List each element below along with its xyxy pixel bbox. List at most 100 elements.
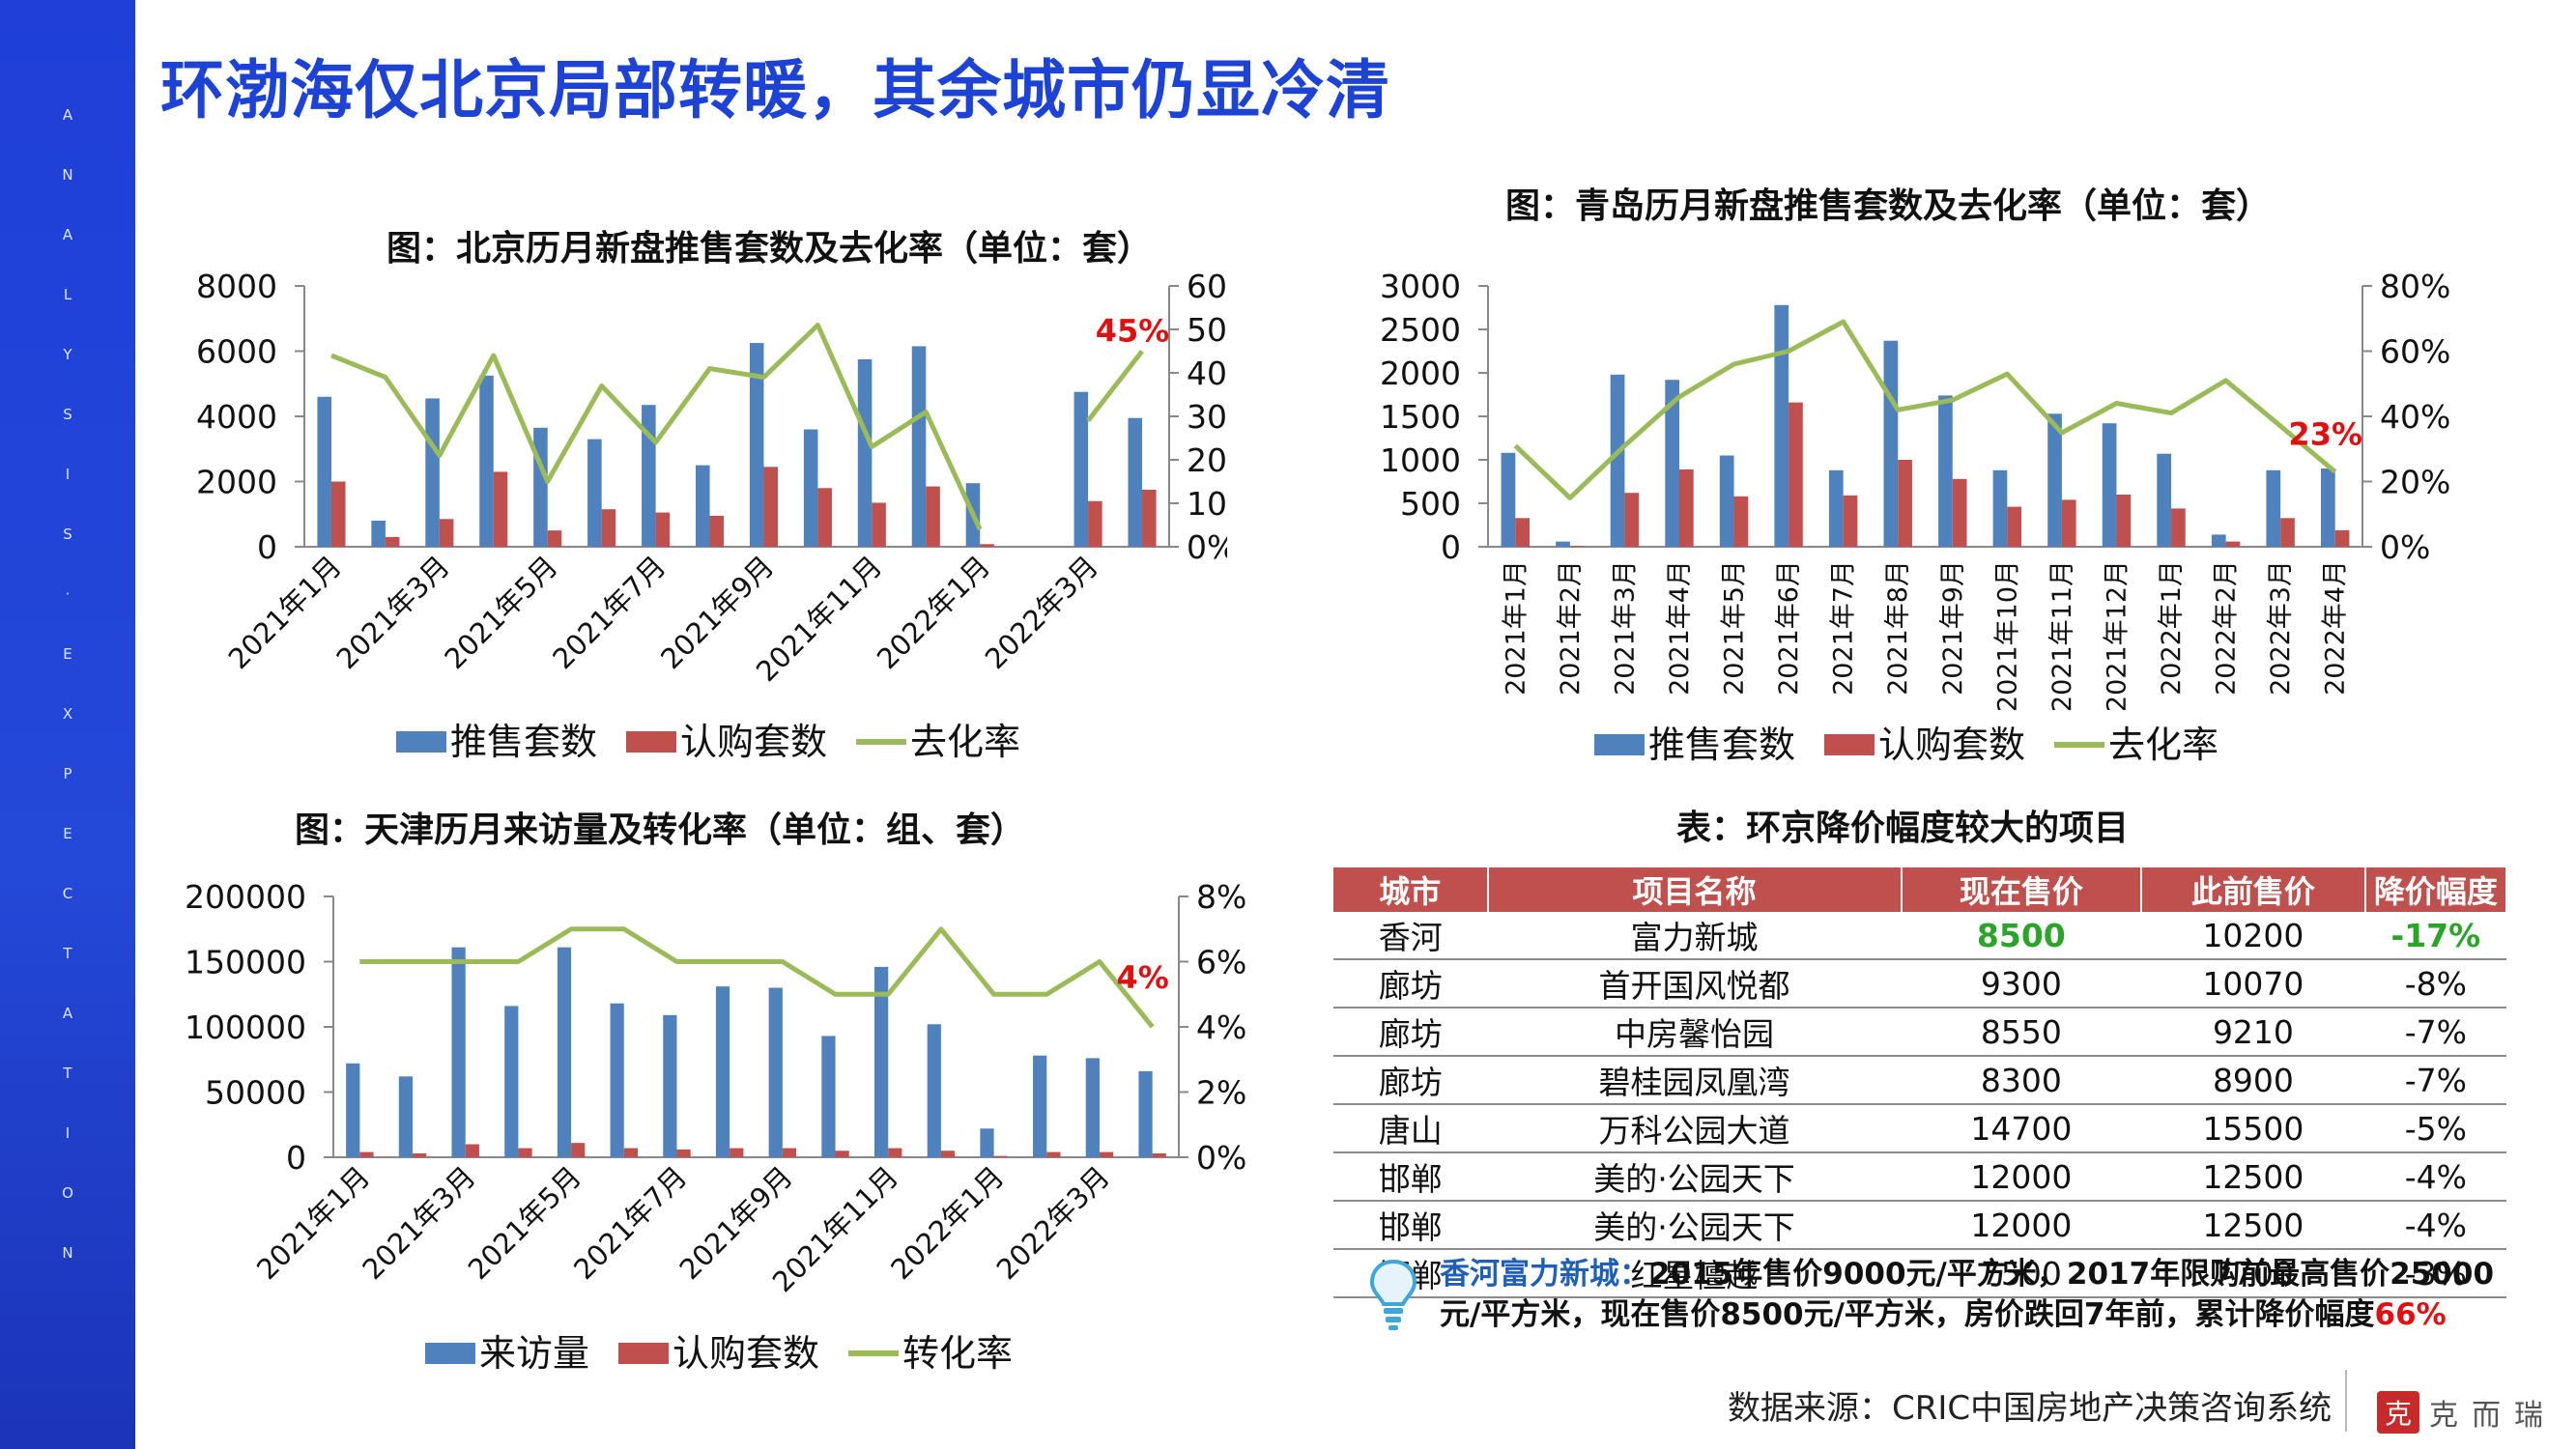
bar-认购套数 — [709, 515, 725, 547]
bar-认购套数 — [676, 1149, 691, 1157]
bar-推售套数 — [2321, 469, 2335, 547]
legend-swatch — [618, 1343, 669, 1364]
x-tick-label: 2021年11月 — [2047, 560, 2077, 712]
x-tick-label: 2021年7月 — [546, 550, 672, 675]
legend-label: 去化率 — [910, 721, 1020, 763]
left-tick-label: 0 — [257, 528, 277, 566]
right-tick-label: 10% — [1187, 485, 1227, 523]
x-tick-label: 2021年12月 — [2102, 560, 2132, 712]
beijing-chart: 0 2000 4000 6000 8000 0% 10% 20% 30% 40% 50% 60% 45%… — [196, 268, 1227, 763]
x-tick-label: 2022年1月 — [2157, 560, 2187, 696]
note-label: 香河富力新城： — [1440, 1257, 1649, 1292]
lightbulb-icon — [1369, 1259, 1417, 1330]
legend-swatch — [396, 731, 446, 753]
left-tick-label: 1000 — [1380, 441, 1461, 479]
x-tick-label: 2021年8月 — [1883, 560, 1913, 696]
left-tick-label: 2000 — [196, 464, 277, 501]
side-letter: Y — [63, 346, 72, 363]
cell-before: 10070 — [2141, 959, 2365, 1009]
cell-name: 红星檀越 — [1487, 1249, 1902, 1298]
qingdao-chart-title: 图：青岛历月新盘推售套数及去化率（单位：套） — [1505, 186, 2272, 226]
bar-认购套数 — [1952, 478, 1967, 547]
x-tick-label: 2021年3月 — [1610, 560, 1640, 696]
qingdao-chart: 0 500 1000 1500 2000 2500 3000 0% 20% 40% 60% 80% 23… — [1380, 268, 2450, 766]
bar-认购套数 — [655, 512, 671, 547]
x-tick-label: 2022年3月 — [990, 1160, 1116, 1286]
bar-认购套数 — [547, 530, 562, 547]
line-转化率 — [359, 926, 1155, 1029]
left-tick-label: 4000 — [196, 398, 277, 436]
bar-来访量 — [557, 947, 572, 1157]
bar-推售套数 — [642, 405, 656, 547]
last-value-annotation: 45% — [1096, 313, 1170, 350]
left-tick-label: 2500 — [1380, 311, 1461, 349]
bar-认购套数 — [1843, 495, 1858, 547]
right-tick-label: 40% — [2380, 398, 2450, 436]
cell-city: 唐山 — [1333, 1104, 1488, 1153]
bar-推售套数 — [803, 429, 818, 547]
bar-认购套数 — [1099, 1151, 1114, 1157]
legend-label: 转化率 — [902, 1332, 1013, 1375]
cell-now: 12000 — [1901, 1201, 2142, 1250]
bar-来访量 — [768, 987, 783, 1157]
x-tick-label: 2022年2月 — [2212, 560, 2242, 696]
last-value-annotation: 4% — [1116, 959, 1168, 996]
bar-认购套数 — [926, 486, 940, 547]
bar-认购套数 — [465, 1144, 479, 1157]
left-tick-label: 6000 — [196, 333, 277, 371]
side-letter: X — [62, 705, 73, 723]
cell-name: 万科公园大道 — [1487, 1104, 1902, 1153]
bar-推售套数 — [2047, 413, 2062, 547]
right-tick-label: 30% — [1187, 398, 1227, 436]
right-tick-label: 50% — [1187, 311, 1227, 349]
side-letter: E — [63, 645, 72, 663]
beijing-chart-title: 图：北京历月新盘推售套数及去化率（单位：套） — [386, 229, 1153, 269]
cell-before: 12500 — [2141, 1201, 2365, 1250]
cell-now: 8300 — [1901, 1056, 2142, 1105]
bar-来访量 — [663, 1014, 677, 1157]
cell-name: 中房馨怡园 — [1487, 1008, 1902, 1057]
cell-city: 邯郸 — [1333, 1152, 1488, 1202]
bar-来访量 — [451, 947, 466, 1157]
x-tick-label: 2022年3月 — [979, 550, 1104, 675]
left-tick-label: 150000 — [185, 944, 306, 981]
price-cut-table: 城市 项目名称 现在售价 此前售价 降价幅度 香河 富力新城 8500 10200 -1… — [1333, 867, 2508, 1298]
legend-label: 推售套数 — [450, 721, 597, 763]
left-tick-label: 0 — [1441, 528, 1461, 566]
side-letter: S — [63, 526, 72, 543]
bar-推售套数 — [1665, 380, 1679, 547]
table-row: 廊坊 碧桂园凤凰湾 8300 8900 -7% — [1333, 1056, 2506, 1105]
left-tick-label: 8000 — [196, 268, 277, 305]
x-tick-label: 2021年5月 — [462, 1160, 587, 1286]
cell-before: 8900 — [2141, 1056, 2365, 1105]
right-tick-label: 0% — [1196, 1139, 1246, 1177]
cell-name: 富力新城 — [1487, 912, 1902, 960]
table-row: 邯郸 美的·公园天下 12000 12500 -4% — [1333, 1201, 2506, 1250]
bar-推售套数 — [695, 465, 710, 547]
cell-drop: -5% — [2364, 1104, 2506, 1153]
bar-认购套数 — [439, 519, 454, 547]
x-tick-label: 2021年1月 — [1501, 560, 1531, 696]
right-tick-label: 0% — [1187, 528, 1227, 566]
legend-label: 来访量 — [479, 1332, 589, 1375]
table-row: 邯郸 美的·公园天下 12000 12500 -4% — [1333, 1152, 2506, 1202]
x-tick-label: 2021年3月 — [329, 550, 455, 675]
bar-认购套数 — [940, 1151, 956, 1157]
side-letter: E — [63, 825, 72, 842]
cell-city: 邯郸 — [1333, 1201, 1488, 1250]
cell-drop: -4% — [2364, 1201, 2506, 1250]
left-tick-label: 500 — [1400, 485, 1461, 523]
bar-来访量 — [1085, 1058, 1100, 1157]
bar-认购套数 — [571, 1143, 586, 1157]
cell-now: 14700 — [1901, 1104, 2142, 1153]
bar-认购套数 — [980, 544, 994, 547]
side-letter: T — [63, 945, 72, 962]
cell-name: 美的·公园天下 — [1487, 1152, 1902, 1202]
cell-drop: -7% — [2364, 1056, 2506, 1105]
col-name: 项目名称 — [1487, 867, 1903, 912]
bar-推售套数 — [317, 396, 331, 547]
bar-认购套数 — [2225, 541, 2241, 547]
bar-推售套数 — [1774, 304, 1789, 547]
x-tick-label: 2021年6月 — [1774, 560, 1804, 696]
side-letter: I — [65, 1124, 71, 1142]
